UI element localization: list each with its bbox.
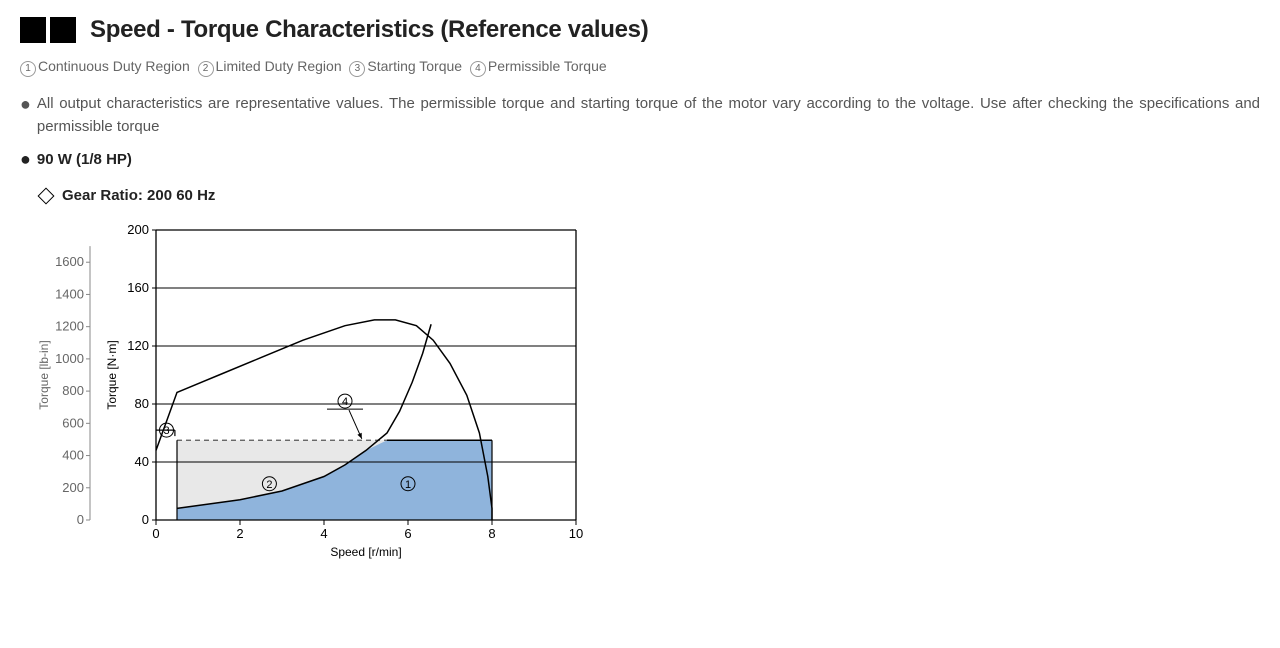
gear-label: Gear Ratio: 200 60 Hz bbox=[62, 187, 215, 204]
y-tick-label-nm: 160 bbox=[127, 280, 149, 295]
x-tick-label: 2 bbox=[236, 526, 243, 541]
title-decoration bbox=[20, 17, 76, 43]
legend-marker: 2 bbox=[198, 61, 214, 77]
annotation-number: 3 bbox=[163, 425, 169, 437]
speed-torque-chart: 0246810Speed [r/min]04080120160200Torque… bbox=[38, 210, 1260, 575]
y-axis-label-nm: Torque [N·m] bbox=[105, 341, 119, 410]
note-text: All output characteristics are represent… bbox=[37, 93, 1260, 138]
y-tick-label-lbin: 1200 bbox=[55, 319, 84, 334]
diamond-icon bbox=[38, 187, 55, 204]
legend-label: Continuous Duty Region bbox=[38, 58, 198, 74]
y-tick-label-lbin: 1400 bbox=[55, 287, 84, 302]
x-axis-label: Speed [r/min] bbox=[330, 545, 401, 559]
y-tick-label-nm: 80 bbox=[135, 396, 149, 411]
legend-marker: 3 bbox=[349, 61, 365, 77]
section-title: Speed - Torque Characteristics (Referenc… bbox=[20, 16, 1260, 44]
x-tick-label: 0 bbox=[152, 526, 159, 541]
legend-definitions: 1Continuous Duty Region 2Limited Duty Re… bbox=[20, 58, 1260, 77]
y-tick-label-lbin: 800 bbox=[62, 384, 84, 399]
y-axis-label-lbin: Torque [lb-in] bbox=[38, 341, 51, 410]
y-tick-label-nm: 200 bbox=[127, 222, 149, 237]
power-rating: ● 90 W (1/8 HP) bbox=[20, 148, 1260, 171]
y-tick-label-lbin: 200 bbox=[62, 480, 84, 495]
y-tick-label-lbin: 1000 bbox=[55, 351, 84, 366]
x-tick-label: 6 bbox=[404, 526, 411, 541]
gear-ratio: Gear Ratio: 200 60 Hz bbox=[40, 187, 1260, 204]
y-tick-label-nm: 40 bbox=[135, 454, 149, 469]
y-tick-label-lbin: 600 bbox=[62, 416, 84, 431]
y-tick-label-nm: 120 bbox=[127, 338, 149, 353]
power-label: 90 W (1/8 HP) bbox=[37, 151, 132, 168]
y-tick-label-lbin: 0 bbox=[77, 512, 84, 527]
legend-label: Permissible Torque bbox=[488, 58, 615, 74]
x-tick-label: 8 bbox=[488, 526, 495, 541]
y-tick-label-lbin: 1600 bbox=[55, 255, 84, 270]
legend-label: Starting Torque bbox=[367, 58, 469, 74]
note-paragraph: ● All output characteristics are represe… bbox=[20, 93, 1260, 138]
title-text: Speed - Torque Characteristics (Referenc… bbox=[90, 16, 648, 44]
legend-label: Limited Duty Region bbox=[216, 58, 350, 74]
bullet-icon: ● bbox=[20, 93, 31, 138]
annotation-number: 1 bbox=[405, 479, 411, 491]
bullet-icon: ● bbox=[20, 148, 31, 171]
annotation-number: 2 bbox=[266, 479, 272, 491]
annotation-number: 4 bbox=[342, 396, 348, 408]
x-tick-label: 10 bbox=[569, 526, 583, 541]
y-tick-label-lbin: 400 bbox=[62, 448, 84, 463]
y-tick-label-nm: 0 bbox=[142, 512, 149, 527]
legend-marker: 1 bbox=[20, 61, 36, 77]
legend-marker: 4 bbox=[470, 61, 486, 77]
x-tick-label: 4 bbox=[320, 526, 327, 541]
